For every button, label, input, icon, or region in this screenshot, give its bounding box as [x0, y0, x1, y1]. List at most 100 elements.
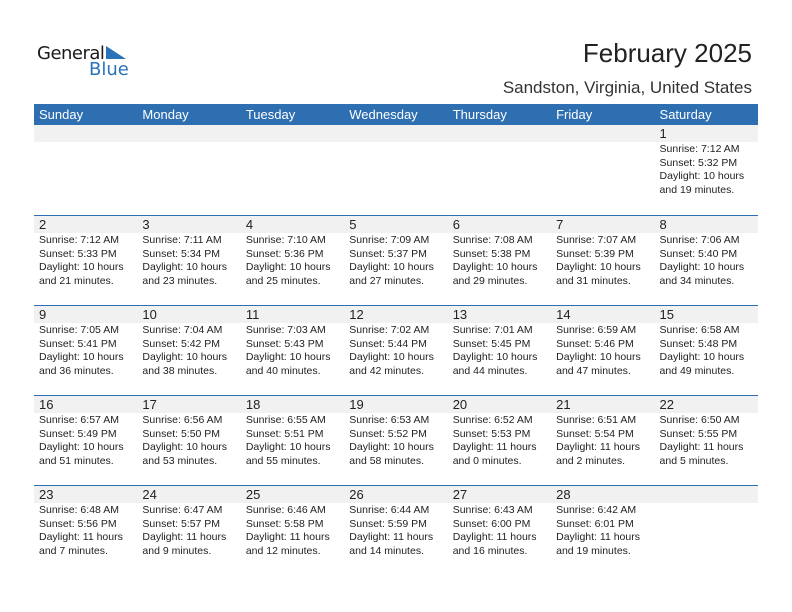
daylight2-text: and 16 minutes. [452, 544, 528, 557]
daylight2-text: and 5 minutes. [659, 454, 729, 467]
daylight2-text: and 27 minutes. [349, 274, 424, 287]
week-row: 1 Sunrise: 7:12 AM Sunset: 5:32 PM Daylight… [34, 125, 758, 215]
daylight1-text: Daylight: 10 hours [659, 170, 745, 182]
day-number: 27 [452, 487, 468, 502]
sunrise-text: Sunrise: 6:59 AM [556, 324, 637, 336]
daylight2-text: and 23 minutes. [142, 274, 218, 287]
day-cell: 1 Sunrise: 7:12 AM Sunset: 5:32 PM Daylight… [654, 125, 758, 215]
day-cell: 26 Sunrise: 6:44 AM Sunset: 5:59 PM Dayligh… [344, 486, 448, 575]
date-band [34, 486, 138, 503]
date-band [447, 216, 552, 233]
daylight1-text: Daylight: 10 hours [245, 261, 331, 273]
sunset-text: Sunset: 5:57 PM [142, 517, 221, 530]
sunrise-text: Sunrise: 6:46 AM [245, 504, 326, 516]
sunrise-text: Sunrise: 6:57 AM [39, 414, 119, 426]
sun-info: Sunrise: 6:59 AM Sunset: 5:46 PM Daylight:… [556, 324, 641, 378]
day-cell [654, 486, 758, 575]
day-cell: 2 Sunrise: 7:12 AM Sunset: 5:33 PM Daylight… [34, 216, 138, 305]
daylight1-text: Daylight: 11 hours [556, 441, 640, 453]
day-cell: 6 Sunrise: 7:08 AM Sunset: 5:38 PM Daylight… [447, 216, 552, 305]
day-cell [34, 125, 138, 215]
week-row: 2 Sunrise: 7:12 AM Sunset: 5:33 PM Daylight… [34, 215, 758, 305]
daylight1-text: Daylight: 10 hours [245, 351, 331, 363]
sun-info: Sunrise: 7:12 AM Sunset: 5:32 PM Daylight:… [660, 143, 745, 197]
day-number: 23 [39, 487, 54, 502]
sunrise-text: Sunrise: 6:56 AM [142, 414, 223, 426]
day-number: 26 [349, 487, 364, 502]
day-number: 8 [659, 217, 667, 232]
day-cell: 16 Sunrise: 6:57 AM Sunset: 5:49 PM Dayligh… [34, 396, 138, 485]
sunset-text: Sunset: 5:40 PM [659, 247, 738, 260]
date-band [34, 125, 138, 142]
day-cell [551, 125, 655, 215]
day-cell [344, 125, 448, 215]
sunset-text: Sunset: 5:50 PM [142, 427, 221, 440]
day-number: 12 [349, 307, 364, 322]
day-number: 1 [659, 126, 667, 141]
daylight2-text: and 58 minutes. [349, 454, 424, 467]
sun-info: Sunrise: 7:02 AM Sunset: 5:44 PM Daylight:… [349, 324, 434, 378]
day-number: 17 [142, 397, 157, 412]
day-number: 13 [452, 307, 468, 322]
daylight1-text: Daylight: 11 hours [39, 531, 123, 543]
daylight2-text: and 29 minutes. [452, 274, 528, 287]
day-cell [447, 125, 552, 215]
daylight1-text: Daylight: 10 hours [349, 351, 434, 363]
sun-info: Sunrise: 6:56 AM Sunset: 5:50 PM Daylight:… [142, 414, 227, 468]
sunrise-text: Sunrise: 6:50 AM [659, 414, 740, 426]
daylight2-text: and 36 minutes. [39, 364, 114, 377]
date-band [654, 396, 758, 413]
day-cell: 5 Sunrise: 7:09 AM Sunset: 5:37 PM Daylight… [344, 216, 448, 305]
date-band [137, 396, 241, 413]
sun-info: Sunrise: 6:55 AM Sunset: 5:51 PM Daylight:… [246, 414, 331, 468]
sunset-text: Sunset: 5:51 PM [245, 427, 324, 440]
calendar-grid: 1 Sunrise: 7:12 AM Sunset: 5:32 PM Daylight… [34, 125, 758, 575]
sunset-text: Sunset: 5:36 PM [245, 247, 324, 260]
daylight2-text: and 47 minutes. [556, 364, 631, 377]
date-band [240, 216, 345, 233]
day-cell [137, 125, 241, 215]
sun-info: Sunrise: 6:53 AM Sunset: 5:52 PM Daylight:… [349, 414, 434, 468]
daylight1-text: Daylight: 11 hours [349, 531, 434, 543]
sunset-text: Sunset: 5:46 PM [556, 337, 634, 350]
weekday-monday: Monday [142, 107, 189, 122]
sunrise-text: Sunrise: 7:10 AM [245, 234, 326, 246]
date-band [551, 396, 655, 413]
day-cell: 20 Sunrise: 6:52 AM Sunset: 5:53 PM Dayligh… [447, 396, 552, 485]
sun-info: Sunrise: 7:05 AM Sunset: 5:41 PM Daylight:… [39, 324, 124, 378]
sunrise-text: Sunrise: 7:12 AM [39, 234, 119, 246]
daylight2-text: and 25 minutes. [245, 274, 321, 287]
location: Sandston, Virginia, United States [502, 78, 752, 97]
week-row: 16 Sunrise: 6:57 AM Sunset: 5:49 PM Dayligh… [34, 395, 758, 485]
sun-info: Sunrise: 6:51 AM Sunset: 5:54 PM Daylight:… [556, 414, 640, 468]
day-cell: 21 Sunrise: 6:51 AM Sunset: 5:54 PM Dayligh… [551, 396, 655, 485]
sunrise-text: Sunrise: 7:04 AM [142, 324, 223, 336]
weekday-wednesday: Wednesday [349, 107, 418, 122]
week-row: 9 Sunrise: 7:05 AM Sunset: 5:41 PM Daylight… [34, 305, 758, 395]
sun-info: Sunrise: 7:09 AM Sunset: 5:37 PM Daylight:… [349, 234, 434, 288]
day-number: 20 [452, 397, 468, 412]
daylight1-text: Daylight: 10 hours [349, 441, 434, 453]
daylight2-text: and 44 minutes. [452, 364, 528, 377]
date-band [344, 306, 448, 323]
day-number: 18 [245, 397, 261, 412]
date-band [137, 125, 241, 142]
sunrise-text: Sunrise: 6:58 AM [659, 324, 740, 336]
sunrise-text: Sunrise: 7:05 AM [39, 324, 119, 336]
day-number: 6 [452, 217, 460, 232]
date-band [240, 486, 345, 503]
day-cell: 27 Sunrise: 6:43 AM Sunset: 6:00 PM Dayligh… [447, 486, 552, 575]
daylight2-text: and 14 minutes. [349, 544, 424, 557]
day-number: 15 [659, 307, 674, 322]
sunrise-text: Sunrise: 6:48 AM [39, 504, 119, 516]
day-number: 21 [556, 397, 571, 412]
sun-info: Sunrise: 7:12 AM Sunset: 5:33 PM Daylight:… [39, 234, 124, 288]
day-number: 3 [142, 217, 150, 232]
sunset-text: Sunset: 5:41 PM [39, 337, 117, 350]
day-cell: 19 Sunrise: 6:53 AM Sunset: 5:52 PM Dayligh… [344, 396, 448, 485]
logo-general: General [37, 43, 105, 64]
day-cell: 11 Sunrise: 7:03 AM Sunset: 5:43 PM Dayligh… [240, 306, 345, 395]
sunrise-text: Sunrise: 7:03 AM [245, 324, 326, 336]
day-cell: 9 Sunrise: 7:05 AM Sunset: 5:41 PM Daylight… [34, 306, 138, 395]
